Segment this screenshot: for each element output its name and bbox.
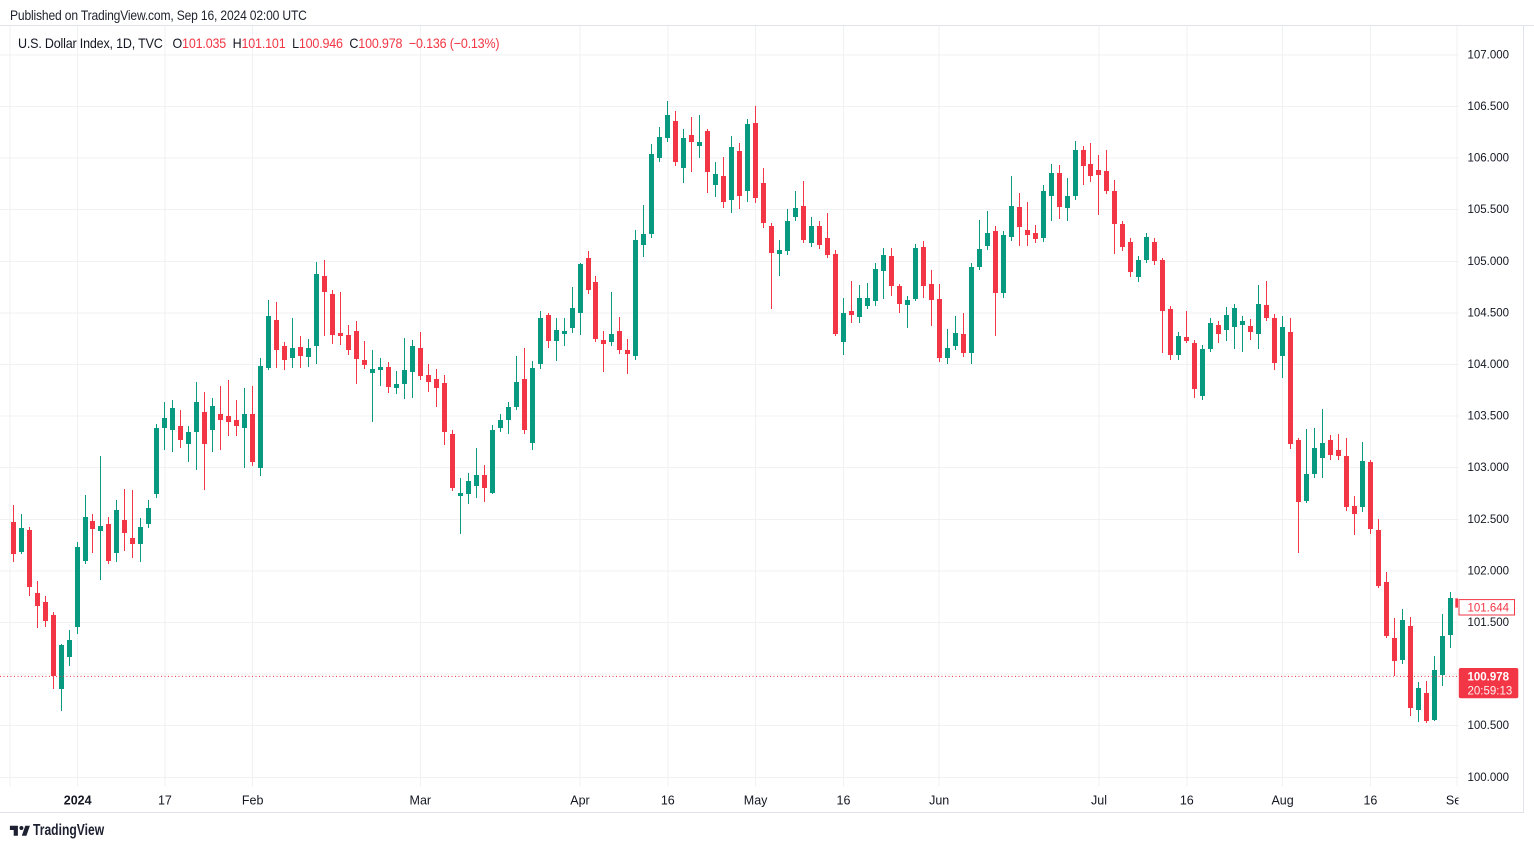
svg-text:2024: 2024 [64, 794, 92, 808]
svg-text:20:59:13: 20:59:13 [1468, 686, 1513, 698]
svg-text:17: 17 [158, 794, 172, 808]
svg-text:Jun: Jun [929, 794, 949, 808]
svg-text:104.000: 104.000 [1468, 359, 1510, 371]
svg-text:101.644: 101.644 [1468, 602, 1510, 614]
svg-text:103.500: 103.500 [1468, 411, 1510, 423]
svg-text:16: 16 [1180, 794, 1194, 808]
svg-text:Aug: Aug [1271, 794, 1293, 808]
svg-text:Jul: Jul [1091, 794, 1107, 808]
svg-text:Feb: Feb [242, 794, 264, 808]
svg-text:106.500: 106.500 [1468, 101, 1510, 113]
svg-text:May: May [744, 794, 768, 808]
svg-text:Apr: Apr [570, 794, 589, 808]
svg-text:103.000: 103.000 [1468, 462, 1510, 474]
svg-text:Mar: Mar [410, 794, 432, 808]
svg-text:16: 16 [661, 794, 675, 808]
svg-text:107.000: 107.000 [1468, 49, 1510, 61]
svg-text:102.500: 102.500 [1468, 514, 1510, 526]
svg-text:106.000: 106.000 [1468, 153, 1510, 165]
svg-text:16: 16 [1363, 794, 1377, 808]
svg-text:105.500: 105.500 [1468, 204, 1510, 216]
svg-text:105.000: 105.000 [1468, 256, 1510, 268]
svg-text:101.500: 101.500 [1468, 617, 1510, 629]
svg-text:16: 16 [837, 794, 851, 808]
svg-text:100.978: 100.978 [1468, 671, 1510, 683]
svg-text:Sep: Sep [1446, 794, 1468, 808]
svg-text:104.500: 104.500 [1468, 307, 1510, 319]
svg-text:102.000: 102.000 [1468, 565, 1510, 577]
svg-text:100.000: 100.000 [1468, 772, 1510, 784]
svg-text:100.500: 100.500 [1468, 720, 1510, 732]
